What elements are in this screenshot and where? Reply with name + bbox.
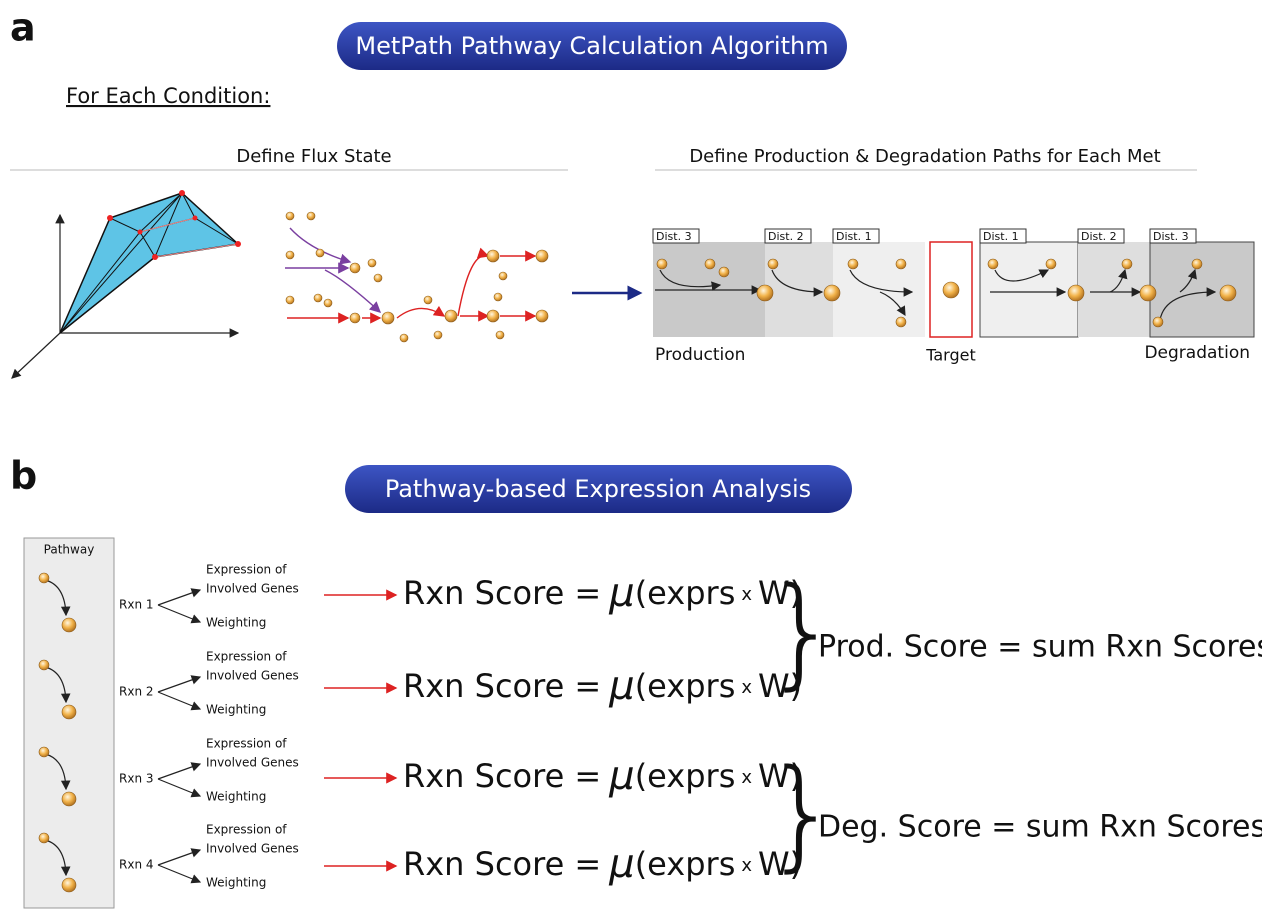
sum-score: Prod. Score = sum Rxn Scores [818,630,1262,665]
flux-network [285,212,548,342]
expression-label: Expression of [206,650,287,664]
pathway-label: Pathway [44,543,95,557]
score-part: (exprs [635,757,736,795]
figure: a MetPath Pathway Calculation Algorithm … [0,0,1262,911]
panel-title: MetPath Pathway Calculation Algorithm [355,32,828,60]
metabolite [39,833,49,843]
expression-label: Involved Genes [206,669,299,683]
rxn-label: Rxn 3 [119,772,154,786]
path-boxes [653,242,1254,337]
fork-arrow [158,865,200,882]
path-label: Degradation [1144,343,1250,363]
expression-label: Involved Genes [206,582,299,596]
expression-label: Involved Genes [206,842,299,856]
fork-arrow [158,850,200,865]
metabolite [62,705,76,719]
fork-arrow [158,692,200,709]
expression-label: Involved Genes [206,756,299,770]
panel-title: Pathway-based Expression Analysis [385,475,811,503]
fork-arrow [158,764,200,779]
score-part: μ [608,570,634,616]
tab-label: Dist. 1 [983,230,1019,243]
fork-arrow [158,779,200,796]
weighting-label: Weighting [206,703,266,717]
rxn-label: Rxn 4 [119,858,154,872]
subtitle: For Each Condition: [66,84,270,108]
fork-arrow [158,605,200,622]
weighting-label: Weighting [206,790,266,804]
score-part: Rxn Score = [403,667,601,705]
tab-label: Dist. 2 [1081,230,1117,243]
fork-arrow [158,677,200,692]
tab-label: Dist. 2 [768,230,804,243]
score-part: x [741,767,752,788]
dist-tabs: Dist. 3 Dist. 2 Dist. 1 Dist. 1 Dist. 2 Dist.… [653,229,1196,243]
metabolite [39,660,49,670]
score-part: (exprs [635,667,736,705]
score-part: (exprs [635,574,736,612]
metabolite [62,618,76,632]
path-label: Target [925,346,976,365]
tab-label: Dist. 1 [836,230,872,243]
sum-score: Deg. Score = sum Rxn Scores [818,810,1262,845]
pathway-box [24,538,114,908]
path-label: Production [655,345,745,365]
reactions: Rxn 1 Expression of Involved Genes Weightin… [39,563,802,893]
score-part: (exprs [635,845,736,883]
fork-arrow [158,590,200,605]
score-part: Rxn Score = [403,574,601,612]
expression-label: Expression of [206,563,287,577]
section-heading: Define Flux State [236,146,391,167]
panel-label: a [10,6,36,50]
flux-polytope [12,190,241,378]
tab-label: Dist. 3 [656,230,692,243]
panel-label: b [10,454,37,498]
score-part: Rxn Score = [403,845,601,883]
score-part: x [741,584,752,605]
score-part: μ [608,753,634,799]
score-part: Rxn Score = [403,757,601,795]
score-part: x [741,677,752,698]
rxn-label: Rxn 1 [119,598,154,612]
rxn-label: Rxn 2 [119,685,154,699]
expression-label: Expression of [206,737,287,751]
metabolite [62,878,76,892]
section-heading: Define Production & Degradation Paths fo… [689,146,1160,167]
weighting-label: Weighting [206,616,266,630]
score-part: x [741,855,752,876]
metabolite [39,747,49,757]
expression-label: Expression of [206,823,287,837]
score-part: μ [608,663,634,709]
metabolite [39,573,49,583]
tab-label: Dist. 3 [1153,230,1189,243]
metabolite [62,792,76,806]
score-part: μ [608,841,634,887]
weighting-label: Weighting [206,876,266,890]
